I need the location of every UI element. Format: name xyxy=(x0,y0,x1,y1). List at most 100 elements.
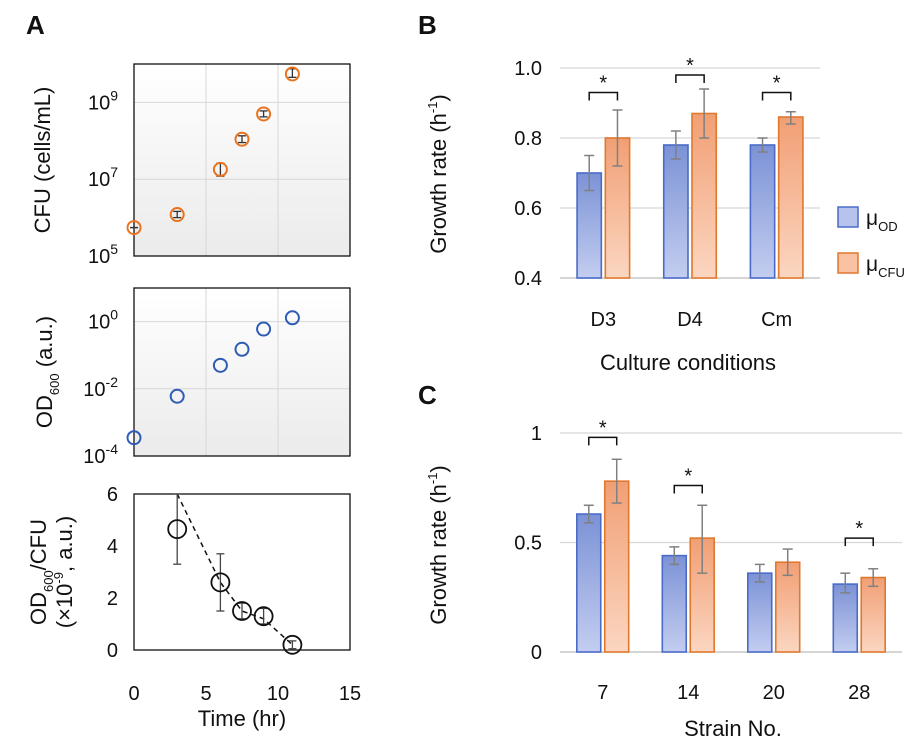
x-axis-label-b: Culture conditions xyxy=(600,350,776,375)
y-axis-label-a-mid: OD600 (a.u.) xyxy=(32,316,62,428)
x-ticks-b: D3 D4 Cm xyxy=(591,309,793,331)
plot-area-a-mid xyxy=(134,288,350,456)
data-point-od xyxy=(126,430,142,446)
y-tick-label: 105 xyxy=(88,241,118,268)
frame-a-top xyxy=(133,63,351,257)
y-tick-label: 0 xyxy=(107,640,118,662)
data-point-cfu xyxy=(234,131,250,147)
significance-bracket xyxy=(588,436,618,446)
plot-area-a-top xyxy=(134,64,350,256)
x-tick-label: D4 xyxy=(677,309,703,331)
data-point-ratio xyxy=(253,606,274,627)
panel-a-bot: 0 2 4 6 0 5 10 15 OD600/CFU (×10-9, a.u.) Time… xyxy=(26,484,361,731)
trend-line-a-bot xyxy=(176,493,293,646)
bar-mu-cfu xyxy=(860,576,886,653)
significance-bracket xyxy=(675,74,705,83)
bar-mu-cfu xyxy=(777,116,804,279)
y-tick-label: 0 xyxy=(531,642,542,664)
x-axis-label-a-bot: Time (hr) xyxy=(198,706,286,731)
panel-label-a: A xyxy=(26,10,45,40)
tick-base: 10 xyxy=(88,169,110,191)
panel-c: 00.51 * * * 7 14 20 28 Growth rate (h-1) Stra… xyxy=(425,417,902,741)
tick-base: 10 xyxy=(88,92,110,114)
tick-base: 10 xyxy=(88,246,110,268)
bar-mu-od xyxy=(661,554,688,653)
y-ticks-c: 00.51 xyxy=(514,423,542,664)
significance-marker: * xyxy=(686,55,694,77)
y-tick-label: 0.5 xyxy=(514,533,542,555)
y-tick-label: 0.6 xyxy=(514,198,542,220)
x-tick-label: 5 xyxy=(200,683,211,705)
data-point-od xyxy=(256,321,272,337)
y-axis-label-c: Growth rate (h-1) xyxy=(425,465,451,625)
panel-label-b: B xyxy=(418,10,437,40)
y-axis-label-a-bot-line1: OD600/CFU xyxy=(26,519,56,625)
significance-marker: * xyxy=(599,417,607,439)
x-tick-label: 15 xyxy=(339,683,361,705)
legend-swatch-cfu xyxy=(837,252,859,274)
data-point-cfu xyxy=(169,207,185,223)
y-tick-label: 100 xyxy=(88,307,118,334)
y-tick-label: 6 xyxy=(107,484,118,506)
y-tick-label: 0.8 xyxy=(514,128,542,150)
plot-area-a-bot xyxy=(133,493,351,651)
bars-b xyxy=(576,88,804,279)
x-tick-label: Cm xyxy=(761,309,792,331)
data-point-od xyxy=(169,388,185,404)
y-tick-label: 10-4 xyxy=(83,441,118,468)
x-tick-label: 7 xyxy=(597,682,608,704)
tick-exponent: 5 xyxy=(110,241,118,257)
y-axis-label-a-bot-line2: (×10-9, a.u.) xyxy=(51,516,77,628)
x-tick-label: 10 xyxy=(267,683,289,705)
legend-swatch-od xyxy=(837,206,859,228)
x-tick-label: 20 xyxy=(763,682,785,704)
data-point-ratio xyxy=(167,519,188,539)
bar-mu-od xyxy=(662,144,689,279)
significance-c: * * * xyxy=(588,417,874,547)
y-tick-label: 1.0 xyxy=(514,58,542,80)
bar-mu-od xyxy=(747,572,773,653)
bars-c xyxy=(576,458,886,653)
legend-label-od: μOD xyxy=(866,207,898,234)
x-tick-label: D3 xyxy=(591,309,617,331)
points-a-mid xyxy=(126,310,300,446)
panel-label-c: C xyxy=(418,380,437,410)
data-point-cfu xyxy=(212,161,228,177)
x-ticks-a-bot: 0 5 10 15 xyxy=(128,683,361,705)
legend-label-cfu: μCFU xyxy=(866,253,905,280)
x-tick-label: 14 xyxy=(677,682,699,704)
x-tick-label: 0 xyxy=(128,683,139,705)
bar-mu-cfu xyxy=(691,112,718,279)
tick-exponent: 7 xyxy=(110,164,118,180)
tick-exponent: -4 xyxy=(106,441,119,457)
significance-marker: * xyxy=(773,73,781,95)
tick-base: 10 xyxy=(83,446,105,468)
significance-marker: * xyxy=(599,73,607,95)
y-axis-label-b: Growth rate (h-1) xyxy=(425,94,451,254)
points-a-bot xyxy=(167,493,303,655)
significance-marker: * xyxy=(684,466,692,488)
y-tick-label: 109 xyxy=(88,87,118,114)
data-point-ratio xyxy=(282,634,303,655)
significance-b: * * * xyxy=(588,55,792,101)
x-axis-label-c: Strain No. xyxy=(684,716,782,741)
points-a-top xyxy=(126,66,300,236)
data-point-ratio xyxy=(232,601,252,621)
significance-marker: * xyxy=(855,518,863,540)
panel-b: 0.4 0.6 0.8 1.0 * * * D3 D4 Cm Growth rate (h-1… xyxy=(425,55,820,375)
data-point-ratio xyxy=(210,572,231,593)
y-tick-label: 107 xyxy=(88,164,118,191)
y-axis-label-a-top: CFU (cells/mL) xyxy=(30,87,55,234)
frame-a-mid xyxy=(133,287,351,457)
x-tick-label: 28 xyxy=(848,682,870,704)
data-point-cfu xyxy=(256,106,272,122)
grid-a-mid xyxy=(134,288,350,456)
data-point-od xyxy=(284,310,300,326)
significance-bracket xyxy=(588,91,619,101)
grid-b xyxy=(560,67,820,279)
data-point-cfu xyxy=(284,66,300,82)
